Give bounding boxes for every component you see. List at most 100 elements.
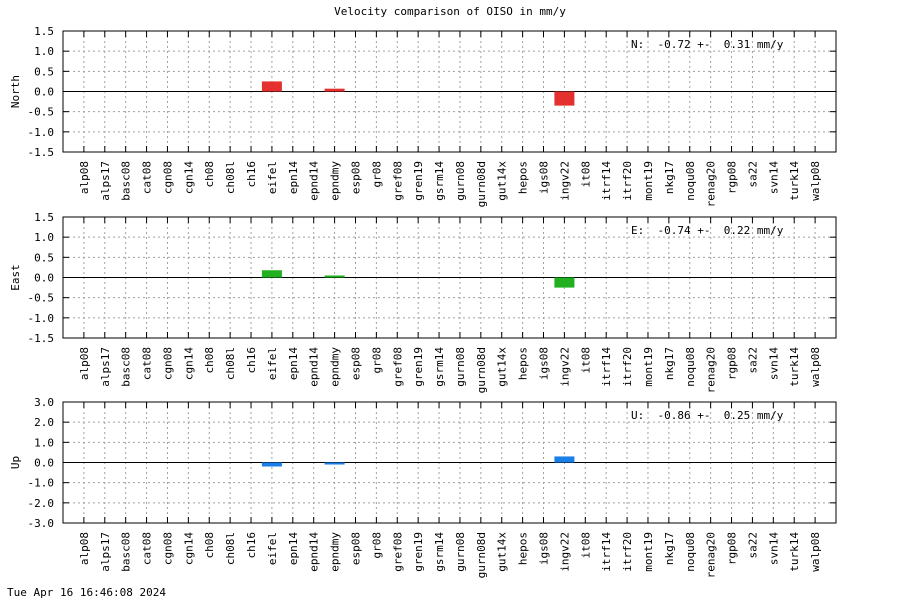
x-tick-label: gut14x (496, 161, 509, 201)
x-tick-label: ch08 (203, 161, 216, 188)
x-tick-label: nkg17 (663, 161, 676, 194)
x-tick-label: cat08 (141, 347, 154, 380)
x-tick-label: epndmy (329, 347, 342, 387)
plot-frame (62, 30, 837, 153)
bar-epndmy (324, 462, 345, 465)
x-tick-label: ch08l (224, 161, 237, 194)
x-tick-label: cgn14 (182, 347, 195, 380)
plot-frame (62, 401, 837, 524)
panel-east: 1.5 1.0 0.5 0.0 -0.5 -1.0 -1.5 alp08 alps17 basc0… (9, 211, 837, 393)
x-tick-label: cgn08 (161, 161, 174, 194)
x-tick-label: eifel (266, 161, 279, 194)
x-tick-label: esp08 (349, 161, 362, 194)
x-tick-label: noqu08 (684, 532, 697, 572)
x-tick-label: rgp08 (726, 161, 739, 194)
y-tick-label: -0.5 (28, 292, 55, 305)
x-tick-label: cgn14 (182, 161, 195, 194)
x-tick-label: alps17 (99, 532, 112, 572)
x-tick-label: turk14 (788, 161, 801, 201)
x-tick-label: ch08 (203, 347, 216, 374)
x-tick-label: noqu08 (684, 347, 697, 387)
x-tick-label: epndmy (329, 532, 342, 572)
x-tick-label: mont19 (642, 347, 655, 387)
x-tick-label: turk14 (788, 347, 801, 387)
x-tick-label: epnd14 (308, 347, 321, 387)
x-tick-label: it08 (579, 161, 592, 188)
x-tick-label: gsrm14 (433, 532, 446, 572)
x-tick-label: alps17 (99, 347, 112, 387)
x-tick-label: ingv22 (558, 347, 571, 387)
x-tick-label: gurn08d (475, 532, 488, 578)
x-tick-label: svn14 (767, 532, 780, 565)
x-tick-label: igs08 (538, 532, 551, 565)
bar-ingv22 (554, 91, 575, 106)
x-tick-label: esp08 (349, 347, 362, 380)
x-tick-label: itrf14 (600, 161, 613, 201)
panel-up: 3.0 2.0 1.0 0.0 -1.0 -2.0 -3.0 alp08 alps17 basc0… (9, 396, 837, 578)
x-tick-label: gsrm14 (433, 161, 446, 201)
bar-eifel (261, 270, 282, 278)
x-tick-label: gref08 (391, 161, 404, 201)
x-tick-label: cgn14 (182, 532, 195, 565)
x-tick-label: mont19 (642, 161, 655, 201)
bar-eifel (261, 462, 282, 467)
y-tick-label: -1.0 (28, 126, 55, 139)
x-tick-label: ch08 (203, 532, 216, 559)
x-tick-label: basc08 (120, 347, 133, 387)
x-tick-label: gref08 (391, 532, 404, 572)
x-tick-label: rgp08 (726, 532, 739, 565)
y-axis-label: North (9, 75, 22, 108)
bar-ingv22 (554, 277, 575, 288)
x-tick-label: it08 (579, 347, 592, 374)
x-tick-label: esp08 (349, 532, 362, 565)
x-tick-label: gren19 (412, 347, 425, 387)
x-tick-label: epndmy (329, 161, 342, 201)
x-tick-label: gurn08 (454, 347, 467, 387)
y-tick-label: -1.5 (28, 332, 55, 345)
y-axis-label: Up (9, 456, 22, 469)
x-tick-label: itrf14 (600, 532, 613, 572)
velocity-annotation: N: -0.72 +- 0.31 mm/y (631, 38, 784, 51)
x-tick-label: nkg17 (663, 532, 676, 565)
panel-north: 1.5 1.0 0.5 0.0 -0.5 -1.0 -1.5 alp08 alps17 basc0… (9, 25, 837, 207)
x-tick-label: ingv22 (558, 532, 571, 572)
x-tick-label: noqu08 (684, 161, 697, 201)
bar-epndmy (324, 88, 345, 92)
x-tick-label: gren19 (412, 532, 425, 572)
plot-frame (62, 216, 837, 339)
x-tick-label: cat08 (141, 532, 154, 565)
bar-epndmy (324, 275, 345, 278)
y-tick-label: -1.0 (28, 312, 55, 325)
y-tick-label: 0.5 (34, 65, 54, 78)
x-tick-label: renag20 (705, 347, 718, 393)
y-tick-label: 1.0 (34, 436, 54, 449)
velocity-annotation: U: -0.86 +- 0.25 mm/y (631, 409, 784, 422)
x-tick-label: walp08 (809, 532, 822, 572)
x-tick-label: alp08 (78, 532, 91, 565)
x-tick-label: gurn08 (454, 532, 467, 572)
x-tick-label: walp08 (809, 347, 822, 387)
x-tick-label: svn14 (767, 347, 780, 380)
x-tick-label: ch16 (245, 161, 258, 188)
x-tick-label: gr08 (370, 532, 383, 559)
x-tick-label: sa22 (746, 347, 759, 374)
bar-ingv22 (554, 456, 575, 463)
x-tick-label: mont19 (642, 532, 655, 572)
x-tick-label: epn14 (287, 347, 300, 380)
y-tick-label: 3.0 (34, 396, 54, 409)
x-tick-label: renag20 (705, 161, 718, 207)
x-tick-label: rgp08 (726, 347, 739, 380)
x-tick-label: cat08 (141, 161, 154, 194)
x-tick-label: gren19 (412, 161, 425, 201)
x-tick-label: gurn08d (475, 161, 488, 207)
x-tick-label: gurn08 (454, 161, 467, 201)
x-tick-label: ch08l (224, 532, 237, 565)
y-tick-label: 0.0 (34, 86, 54, 99)
x-tick-label: cgn08 (161, 532, 174, 565)
x-tick-label: epnd14 (308, 161, 321, 201)
x-tick-label: cgn08 (161, 347, 174, 380)
x-tick-label: itrf20 (621, 532, 634, 572)
timestamp-footer: Tue Apr 16 16:46:08 2024 (7, 586, 166, 599)
x-tick-label: gurn08d (475, 347, 488, 393)
